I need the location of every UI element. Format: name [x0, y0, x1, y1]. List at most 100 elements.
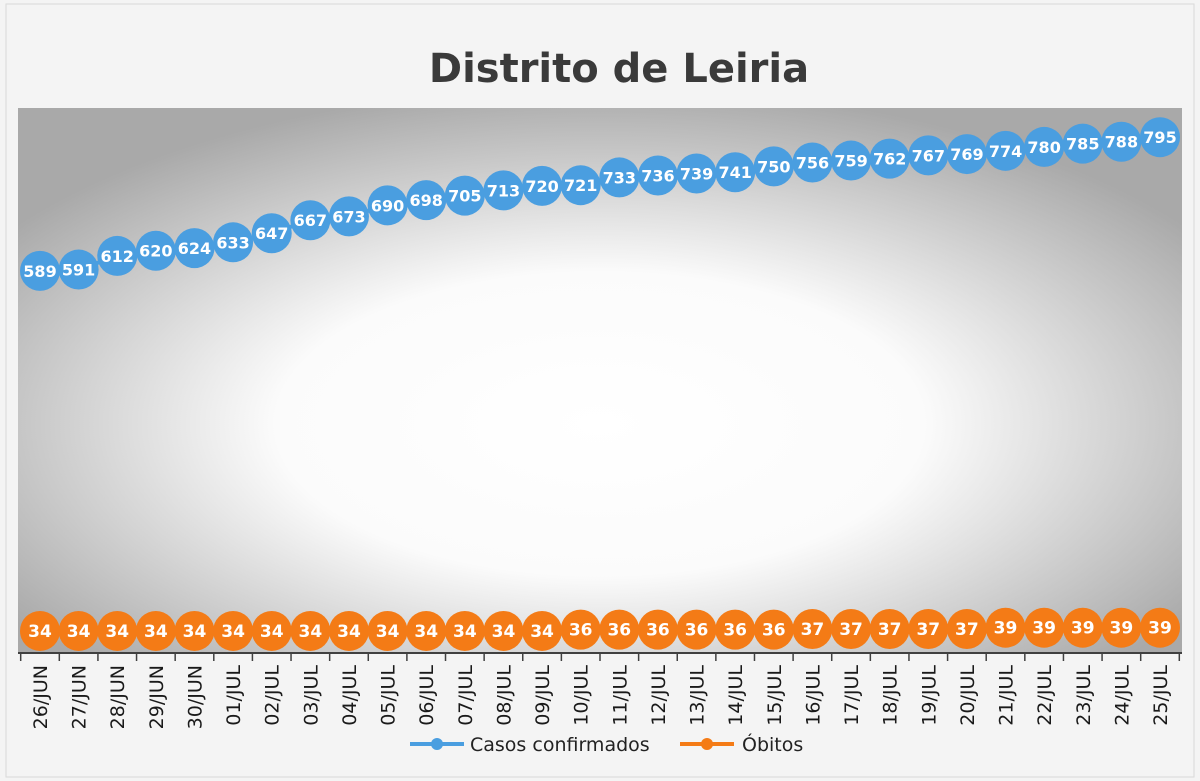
x-tick-label: 27/JUN — [69, 665, 91, 729]
x-tick-label: 09/JUL — [532, 665, 554, 726]
data-label: 698 — [410, 191, 443, 210]
data-point — [290, 610, 331, 651]
legend-item-obitos: Óbitos — [680, 732, 803, 756]
legend-marker — [701, 738, 713, 750]
data-label: 767 — [912, 146, 945, 165]
data-label: 34 — [492, 622, 516, 642]
data-point — [135, 230, 176, 271]
series-obitos: 34 34 34 34 34 34 34 34 34 34 34 34 34 34 36 36 36 36 36 36… — [20, 607, 1180, 651]
x-tick-label: 20/JUL — [957, 665, 979, 726]
legend-label: Óbitos — [742, 732, 803, 756]
data-label: 39 — [1110, 619, 1134, 639]
data-label: 620 — [139, 242, 172, 261]
data-point — [290, 200, 331, 241]
data-point — [792, 608, 833, 649]
data-point — [715, 609, 756, 650]
x-tick-label: 13/JUL — [687, 665, 709, 726]
data-label: 37 — [916, 620, 940, 640]
data-label: 759 — [834, 152, 867, 171]
x-tick-label: 11/JUL — [609, 665, 631, 726]
x-tick-label: 17/JUL — [841, 665, 863, 726]
data-point — [97, 610, 138, 651]
data-point — [985, 607, 1026, 648]
x-tick-label: 04/JUL — [339, 665, 361, 726]
data-label: 37 — [878, 620, 902, 640]
data-point — [174, 610, 215, 651]
data-point — [522, 610, 563, 651]
data-label: 36 — [762, 621, 786, 641]
data-point — [908, 135, 949, 176]
data-label: 34 — [337, 622, 361, 642]
data-label: 36 — [569, 621, 593, 641]
x-tick-label: 10/JUL — [571, 665, 593, 726]
data-label: 36 — [607, 621, 631, 641]
data-label: 37 — [839, 620, 863, 640]
x-tick-label: 06/JUL — [416, 665, 438, 726]
data-label: 795 — [1143, 128, 1176, 147]
legend-label: Casos confirmados — [470, 734, 650, 756]
legend: Casos confirmados Óbitos — [410, 732, 803, 756]
data-point — [251, 213, 292, 254]
x-tick-label: 14/JUL — [725, 665, 747, 726]
x-tick-label: 02/JUL — [262, 665, 284, 726]
data-label: 624 — [178, 239, 211, 258]
data-label: 36 — [646, 621, 670, 641]
data-label: 591 — [62, 261, 95, 280]
data-label: 34 — [414, 622, 438, 642]
data-point — [1140, 117, 1180, 158]
data-label: 39 — [1032, 619, 1056, 639]
data-point — [251, 610, 292, 651]
x-tick-label: 08/JUL — [493, 665, 515, 726]
data-label: 780 — [1027, 138, 1060, 157]
data-point — [174, 228, 215, 269]
data-label: 36 — [685, 621, 709, 641]
data-point — [328, 610, 369, 651]
data-point — [483, 170, 524, 211]
data-point — [444, 175, 485, 216]
data-label: 667 — [294, 211, 327, 230]
data-point — [444, 610, 485, 651]
data-label: 37 — [955, 620, 979, 640]
x-tick-label: 18/JUL — [880, 665, 902, 726]
x-tick-label: 23/JUL — [1073, 665, 1095, 726]
data-label: 34 — [260, 622, 284, 642]
data-point — [869, 138, 910, 179]
data-label: 741 — [718, 163, 751, 182]
data-point — [1024, 607, 1065, 648]
data-point — [483, 610, 524, 651]
data-point — [676, 609, 717, 650]
data-point — [406, 610, 447, 651]
data-point — [560, 165, 601, 206]
x-tick-label: 15/JUL — [764, 665, 786, 726]
x-tick-label: 30/JUN — [184, 665, 206, 729]
data-label: 34 — [67, 622, 91, 642]
data-label: 713 — [487, 181, 520, 200]
chart-marks: 589 591 612 620 624 633 647 667 673 690 698 705 713 7… — [20, 117, 1180, 651]
x-tick-label: 29/JUN — [146, 665, 168, 729]
x-tick-label: 07/JUL — [455, 665, 477, 726]
data-label: 756 — [796, 154, 829, 173]
data-label: 34 — [221, 622, 245, 642]
x-tick-label: 22/JUL — [1034, 665, 1056, 726]
data-label: 34 — [530, 622, 554, 642]
data-point — [753, 146, 794, 187]
data-point — [58, 610, 99, 651]
x-tick-label: 26/JUN — [30, 665, 52, 729]
data-point — [367, 610, 408, 651]
data-point — [522, 165, 563, 206]
data-point — [97, 235, 138, 276]
data-label: 690 — [371, 196, 404, 215]
data-point — [831, 608, 872, 649]
x-tick-label: 01/JUL — [223, 665, 245, 726]
data-label: 37 — [801, 620, 825, 640]
data-label: 769 — [950, 145, 983, 164]
data-label: 36 — [723, 621, 747, 641]
data-point — [135, 610, 176, 651]
data-point — [792, 142, 833, 183]
data-point — [20, 250, 60, 291]
data-point — [637, 609, 678, 650]
data-point — [367, 185, 408, 226]
x-tick-label: 05/JUL — [378, 665, 400, 726]
